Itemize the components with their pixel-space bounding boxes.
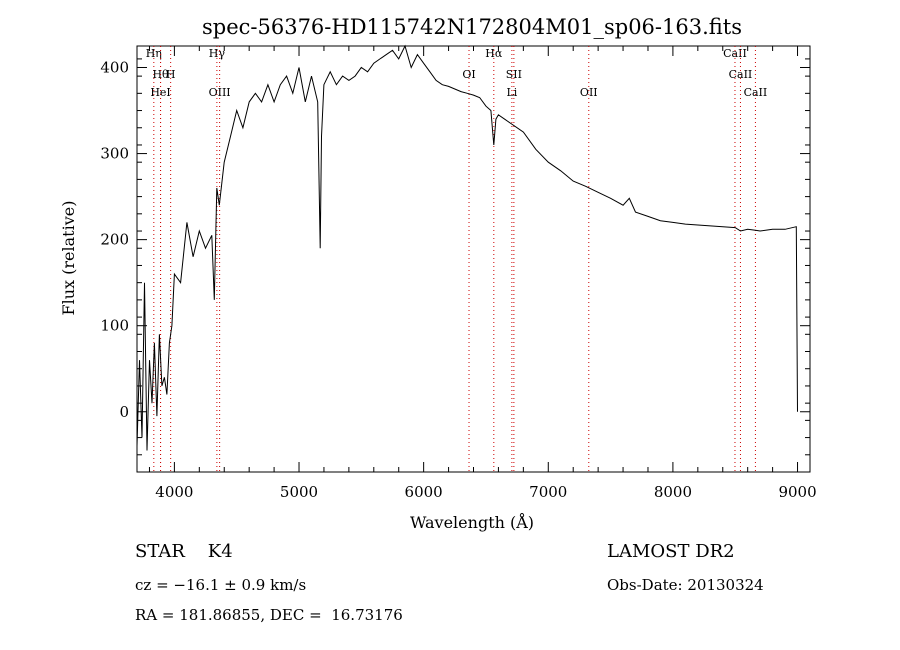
- x-tick-label: 5000: [280, 483, 318, 501]
- line-label: Li: [506, 86, 517, 99]
- line-label: Hα: [485, 47, 503, 60]
- survey-name: LAMOST DR2: [607, 541, 735, 562]
- chart-title: spec-56376-HD115742N172804M01_sp06-163.f…: [202, 15, 742, 39]
- line-label: CaII: [729, 68, 753, 81]
- spectrum-line: [136, 44, 798, 451]
- line-label: CaII: [723, 47, 747, 60]
- x-axis-label: Wavelength (Å): [410, 512, 534, 532]
- line-label: SII: [506, 68, 522, 81]
- y-axis-label: Flux (relative): [59, 201, 78, 316]
- x-tick-label: 6000: [405, 483, 443, 501]
- x-tick-label: 8000: [654, 483, 692, 501]
- obs-date: Obs-Date: 20130324: [607, 576, 764, 594]
- y-tick-label: 100: [100, 317, 129, 335]
- line-label: OII: [580, 86, 598, 99]
- y-tick-label: 0: [119, 403, 129, 421]
- line-label: Hγ: [209, 47, 226, 60]
- line-label: OIII: [209, 86, 231, 99]
- line-label: H: [166, 68, 176, 81]
- x-tick-label: 7000: [529, 483, 567, 501]
- line-label: Hη: [146, 47, 162, 60]
- plot-frame: [136, 45, 811, 473]
- coordinates: RA = 181.86855, DEC = 16.73176: [135, 606, 403, 624]
- line-label: HeI: [150, 86, 170, 99]
- y-tick-label: 400: [100, 59, 129, 77]
- x-tick-label: 9000: [778, 483, 816, 501]
- axis-ticks: 4000 5000 6000 7000 8000 9000 0 100 200 300 400: [100, 46, 817, 501]
- y-tick-label: 200: [100, 231, 129, 249]
- y-tick-label: 300: [100, 145, 129, 163]
- line-label: CaII: [744, 86, 768, 99]
- line-label: OI: [462, 68, 475, 81]
- object-class: STAR K4: [135, 541, 233, 562]
- redshift-readout: cz = −16.1 ± 0.9 km/s: [135, 576, 307, 594]
- x-tick-label: 4000: [155, 483, 193, 501]
